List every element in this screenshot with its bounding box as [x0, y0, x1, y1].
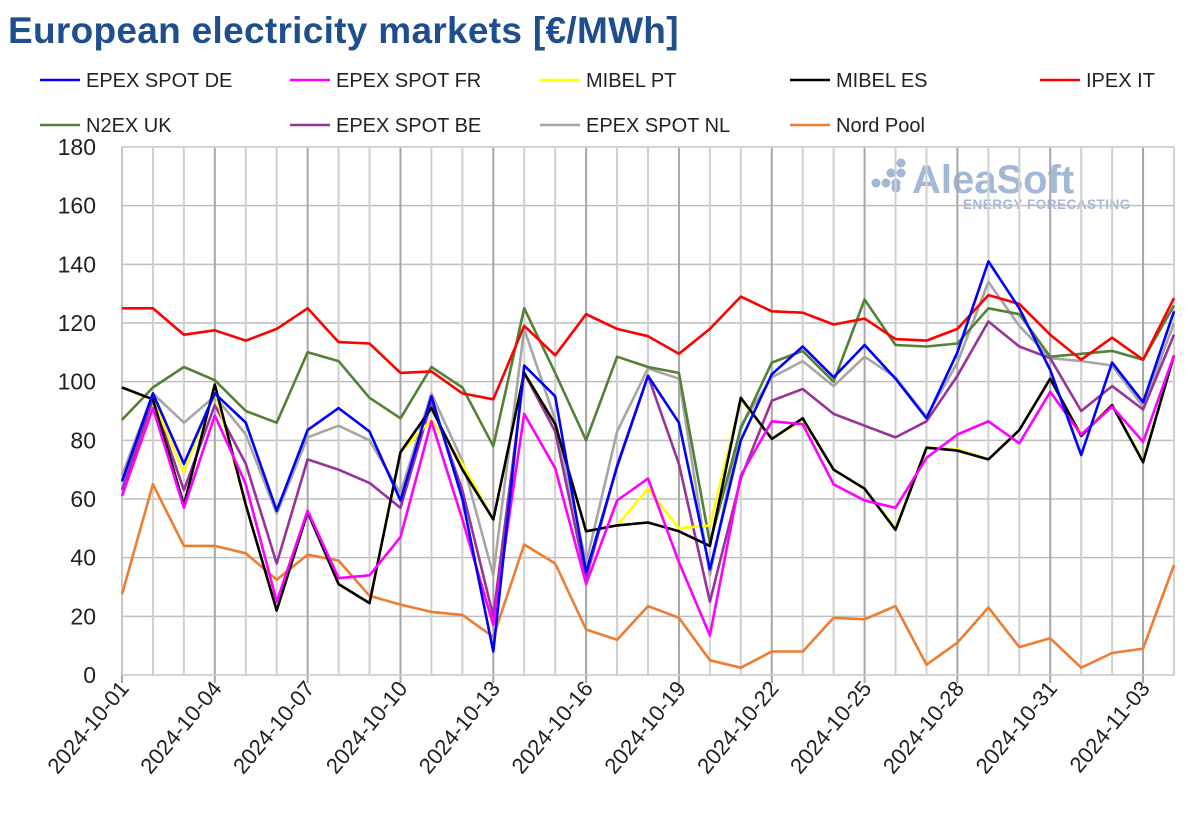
legend: EPEX SPOT DE EPEX SPOT FR MIBEL PT MIBEL ES…: [40, 70, 1155, 137]
x-tick-label: 2024-10-25: [785, 676, 876, 778]
x-tick-label: 2024-10-19: [599, 676, 690, 778]
y-tick-label: 80: [70, 427, 96, 453]
legend-label: EPEX SPOT DE: [86, 70, 232, 92]
logo-dot: [881, 178, 891, 188]
legend-label: N2EX UK: [86, 115, 172, 137]
y-tick-label: 20: [70, 603, 96, 629]
legend-item: N2EX UK: [40, 115, 172, 137]
series-line-epex-spot-de: [120, 260, 1176, 653]
legend-label: EPEX SPOT BE: [336, 115, 481, 137]
legend-label: MIBEL PT: [586, 70, 676, 92]
series-line-n2ex-uk: [121, 298, 1176, 545]
legend-item: Nord Pool: [790, 115, 925, 137]
y-tick-label: 40: [70, 545, 96, 571]
legend-item: EPEX SPOT NL: [540, 115, 730, 137]
legend-label: IPEX IT: [1086, 70, 1155, 92]
chart-title: European electricity markets [€/MWh]: [8, 10, 679, 51]
legend-item: EPEX SPOT BE: [290, 115, 481, 137]
x-tick-label: 2024-10-31: [971, 676, 1062, 778]
y-tick-label: 160: [58, 193, 96, 219]
y-tick-label: 140: [58, 251, 96, 277]
y-tick-label: 60: [70, 486, 96, 512]
series-line-nord-pool: [120, 482, 1176, 670]
series-line-epex-spot-fr: [120, 354, 1176, 637]
legend-item: EPEX SPOT FR: [290, 70, 481, 92]
x-tick-label: 2024-10-07: [228, 676, 319, 778]
plot-border: [121, 146, 1175, 676]
x-tick-label: 2024-10-01: [42, 676, 133, 778]
x-tick-label: 2024-10-13: [414, 676, 505, 778]
legend-label: EPEX SPOT FR: [336, 70, 481, 92]
legend-label: Nord Pool: [836, 115, 925, 137]
legend-item: MIBEL PT: [540, 70, 676, 92]
logo-dot: [886, 168, 896, 178]
watermark-text: AleaSoft: [912, 158, 1074, 202]
y-tick-label: 120: [58, 310, 96, 336]
x-tick-label: 2024-10-16: [506, 676, 597, 778]
legend-label: EPEX SPOT NL: [586, 115, 730, 137]
x-tick-label: 2024-10-22: [692, 676, 783, 778]
logo-dot: [896, 168, 906, 178]
y-tick-label: 100: [58, 369, 96, 395]
x-tick-label: 2024-11-03: [1064, 676, 1154, 777]
watermark-subtext: ENERGY FORECASTING: [963, 197, 1131, 212]
x-tick-label: 2024-10-28: [878, 676, 969, 778]
y-tick-label: 0: [83, 662, 96, 688]
legend-item: MIBEL ES: [790, 70, 928, 92]
series-line-epex-spot-nl: [120, 280, 1176, 577]
legend-label: MIBEL ES: [836, 70, 928, 92]
logo-dot: [896, 158, 906, 168]
legend-item: EPEX SPOT DE: [40, 70, 232, 92]
legend-item: IPEX IT: [1040, 70, 1155, 92]
x-tick-label: 2024-10-04: [135, 676, 226, 778]
x-tick-label: 2024-10-10: [321, 676, 412, 778]
y-tick-label: 180: [58, 134, 96, 160]
series-line-ipex-it: [122, 293, 1176, 401]
logo-dot: [871, 178, 881, 188]
